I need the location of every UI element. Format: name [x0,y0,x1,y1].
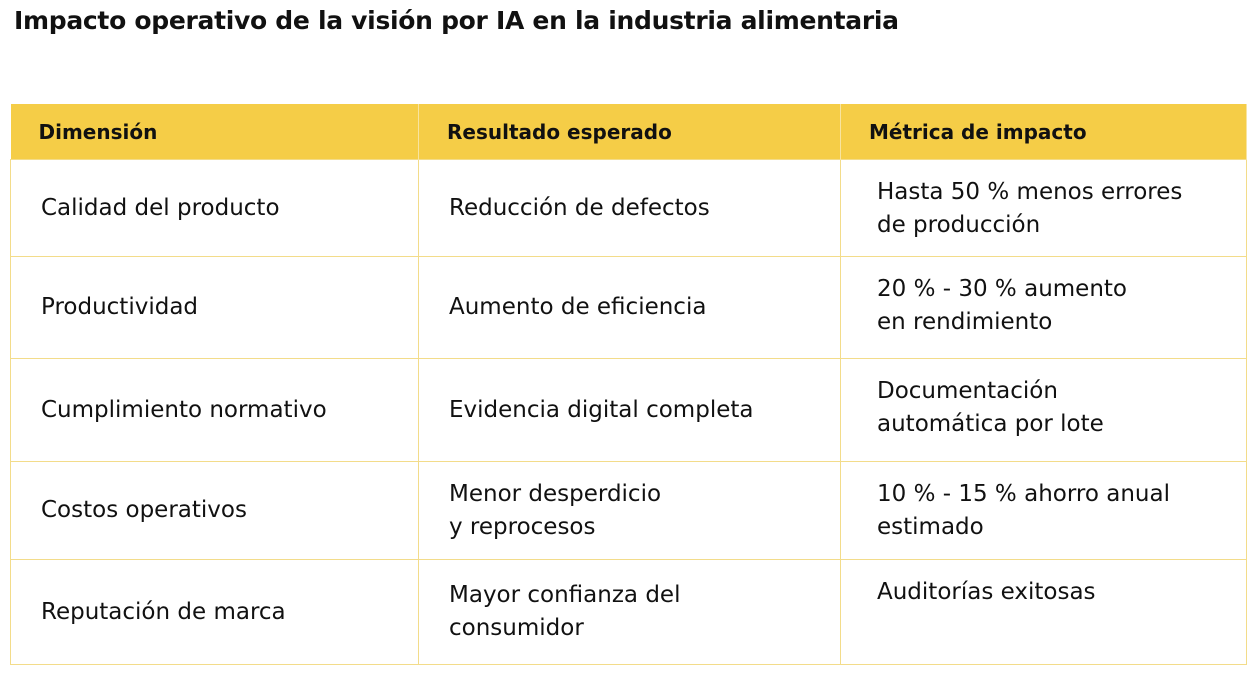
table-cell: Costos operativos [10,461,419,560]
table-cell: Productividad [10,256,419,359]
impact-table: Dimensión Resultado esperado Métrica de im… [10,104,1247,665]
table-cell: Evidencia digital completa [418,358,841,462]
table-cell: Hasta 50 % menos errores de producción [840,159,1247,257]
table-row: Reputación de marca Mayor confianza del c… [10,559,1247,665]
table-cell: Calidad del producto [10,159,419,257]
table-row: Cumplimiento normativo Evidencia digital … [10,358,1247,462]
table-cell: 20 % - 30 % aumento en rendimiento [840,256,1247,359]
column-header: Dimensión [10,104,419,160]
title: Impacto operativo de la visión por IA en… [14,6,899,35]
table-cell: Mayor confianza del consumidor [418,559,841,665]
table-cell: Reputación de marca [10,559,419,665]
table-cell: Documentación automática por lote [840,358,1247,462]
table-row: Productividad Aumento de eficiencia 20 % -… [10,256,1247,359]
header-row: Dimensión Resultado esperado Métrica de im… [10,104,1247,160]
table-cell: Aumento de eficiencia [418,256,841,359]
table-cell: Menor desperdicio y reprocesos [418,461,841,560]
column-header: Resultado esperado [418,104,841,160]
column-header: Métrica de impacto [840,104,1247,160]
table-cell: Cumplimiento normativo [10,358,419,462]
table-cell: Reducción de defectos [418,159,841,257]
table-cell: 10 % - 15 % ahorro anual estimado [840,461,1247,560]
table-row: Calidad del producto Reducción de defecto… [10,159,1247,257]
table-row: Costos operativos Menor desperdicio y rep… [10,461,1247,560]
table-cell: Auditorías exitosas [840,559,1247,665]
